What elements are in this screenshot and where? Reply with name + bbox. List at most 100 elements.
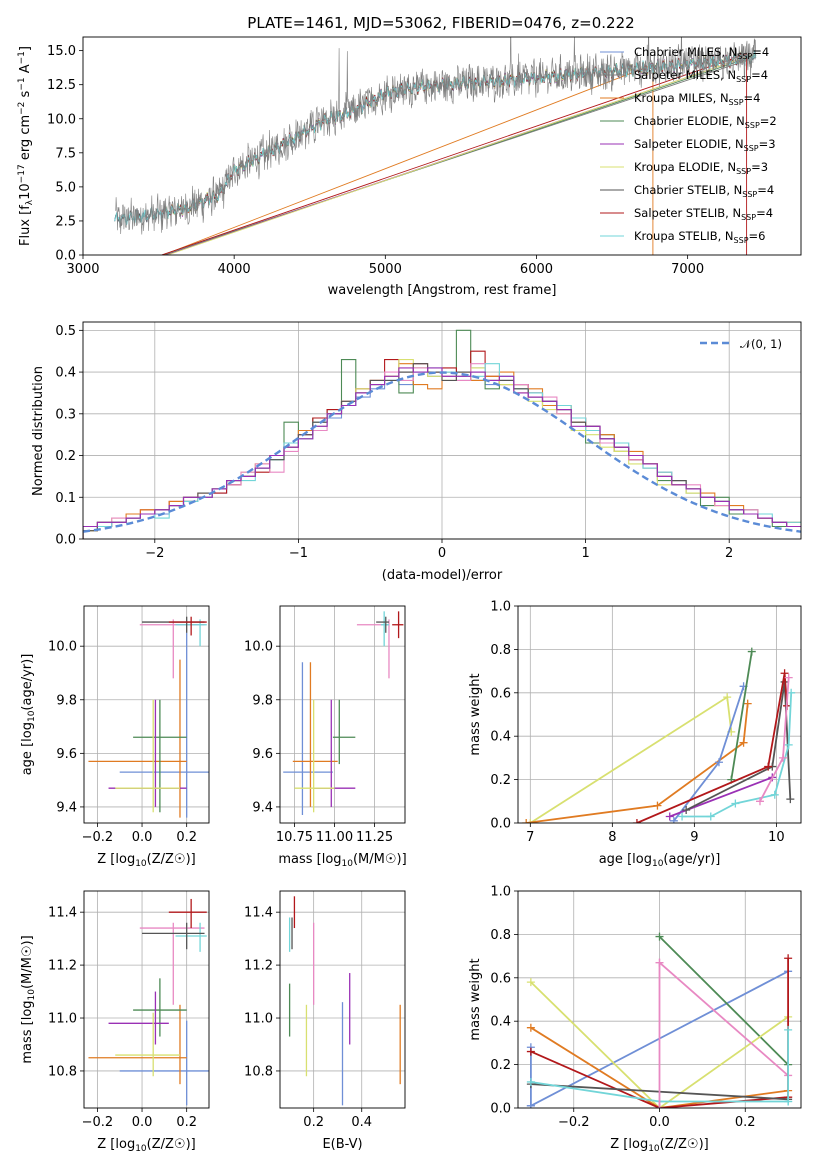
age-vs-metallicity-panel: −0.2 0.0 0.2 9.4 9.6 9.8 10.0 Z [log10(Z/Z☉)] ag… (20, 605, 210, 869)
plus-marker (706, 812, 715, 821)
legend: 𝒩(0, 1) (700, 337, 782, 351)
label-part: =3 (751, 160, 768, 174)
error-bar-point (376, 616, 389, 633)
subscript: 10 (27, 989, 37, 1001)
y-tick-label: 0.5 (55, 324, 76, 339)
x-axis-label: E(B-V) (322, 1137, 362, 1152)
x-tick-label: 7000 (671, 262, 704, 277)
y-tick-label: 0.6 (490, 971, 511, 986)
x-tick-label: 0.4 (351, 1115, 372, 1130)
y-tick-label: 10.0 (244, 640, 273, 655)
y-tick-label: 11.2 (244, 959, 273, 974)
plus-marker (714, 758, 723, 767)
ticks: 7 8 9 10 0.0 0.2 0.4 0.6 0.8 1.0 (490, 600, 784, 846)
y-tick-label: 7.5 (55, 146, 76, 161)
plus-marker (678, 812, 687, 821)
plus-marker (743, 699, 752, 708)
plus-marker (682, 805, 691, 814)
plus-marker (784, 954, 793, 963)
plus-marker (665, 812, 674, 821)
error-bar-point (115, 699, 180, 813)
plus-marker (755, 797, 764, 806)
subscript: SSP (742, 190, 757, 199)
mass-weight-line (636, 673, 788, 823)
error-bar-point (119, 1020, 209, 1106)
subscript: SSP (734, 236, 749, 245)
plus-marker (786, 795, 795, 804)
grid (280, 606, 405, 823)
legend-label: Kroupa MILES, NSSP=4 (634, 91, 760, 107)
y-tick-label: 11.4 (244, 906, 273, 921)
y-tick-label: 10.0 (48, 640, 77, 655)
grid (84, 891, 209, 1108)
plus-marker (778, 753, 787, 762)
subscript: SSP (729, 98, 744, 107)
axes-frame (279, 605, 406, 824)
x-tick-label: 11.25 (356, 830, 393, 845)
label-part: =6 (749, 229, 766, 243)
error-bar-point (142, 922, 205, 950)
y-tick-label: 9.4 (252, 800, 273, 815)
x-tick-label: 0.0 (132, 830, 153, 845)
ticks: −0.2 0.0 0.2 10.8 11.0 11.2 11.4 (48, 906, 197, 1130)
normal-reference-curve (83, 371, 801, 533)
plot-area (88, 616, 209, 818)
x-tick-label: −0.2 (82, 1115, 114, 1130)
legend-label: Chabrier MILES, NSSP=4 (634, 45, 769, 61)
mass-weight-line (682, 692, 793, 818)
y-axis-label: mass [log10(M/M☉)] (20, 935, 37, 1063)
axes-frame (517, 890, 802, 1109)
plus-marker (522, 819, 531, 823)
plus-marker (632, 819, 641, 823)
subscript: 10 (135, 859, 147, 869)
model-spectrum-line (162, 60, 654, 255)
y-axis-label: mass weight (468, 958, 483, 1040)
error-bar-point (133, 978, 187, 1037)
x-tick-label: 0.2 (176, 1115, 197, 1130)
legend: Chabrier MILES, NSSP=4 Salpeter MILES, NS… (600, 45, 777, 245)
y-tick-label: 0.2 (55, 449, 76, 464)
label-part: =4 (752, 45, 769, 59)
age-vs-mass-panel: 10.75 11.00 11.25 9.4 9.6 9.8 10.0 mass [log10(… (244, 605, 407, 869)
mass-weight-line (730, 651, 753, 780)
error-bar-point (283, 662, 333, 815)
label-part: (Z/Z☉)] (147, 1137, 196, 1152)
subscript: λ (25, 199, 35, 205)
x-axis-label: age [log10(age/yr)] (599, 852, 721, 869)
y-tick-label: 0.4 (490, 1015, 511, 1030)
x-tick-label: 1 (581, 546, 589, 561)
label-part: erg cm (18, 115, 33, 164)
subscript: SSP (744, 144, 759, 153)
residual-histogram-panel: −2 −1 0 1 2 0.0 0.1 0.2 0.3 0.4 0.5 (data-model)/er… (31, 321, 802, 583)
plus-marker (526, 1101, 535, 1108)
x-axis-label: Z [log10(Z/Z☉)] (97, 852, 195, 869)
y-tick-label: 9.4 (56, 800, 77, 815)
plus-marker (655, 932, 664, 941)
x-tick-label: 3000 (66, 262, 99, 277)
legend-label: Salpeter ELODIE, NSSP=3 (634, 137, 776, 153)
label-part: (M/M☉)] (353, 852, 407, 867)
y-tick-label: 0.8 (490, 643, 511, 658)
x-axis-label: Z [log10(Z/Z☉)] (610, 1137, 708, 1154)
plus-marker (653, 801, 662, 810)
massweight-vs-metallicity-panel: −0.2 0.0 0.2 0.0 0.2 0.4 0.6 0.8 1.0 Z [log10(Z/Z… (468, 885, 802, 1154)
y-tick-label: 0.0 (490, 817, 511, 832)
label-part: =4 (756, 206, 773, 220)
x-tick-label: 11.00 (316, 830, 353, 845)
plot-area (526, 932, 793, 1108)
plot-area (83, 329, 801, 539)
y-tick-label: 0.2 (490, 773, 511, 788)
x-tick-label: 10 (768, 830, 785, 845)
x-tick-label: 6000 (520, 262, 553, 277)
y-tick-label: 1.0 (490, 885, 511, 900)
plot-area (288, 896, 401, 1106)
ticks: −0.2 0.0 0.2 9.4 9.6 9.8 10.0 (48, 640, 197, 845)
plus-marker (747, 647, 756, 656)
histogram-series (83, 367, 801, 539)
legend-label: Salpeter MILES, NSSP=4 (634, 68, 768, 84)
mass-weight-line (658, 961, 789, 1077)
superscript: −17 (17, 164, 27, 183)
grid (83, 322, 801, 540)
y-tick-label: 0.0 (55, 533, 76, 548)
y-tick-label: 0.1 (55, 491, 76, 506)
